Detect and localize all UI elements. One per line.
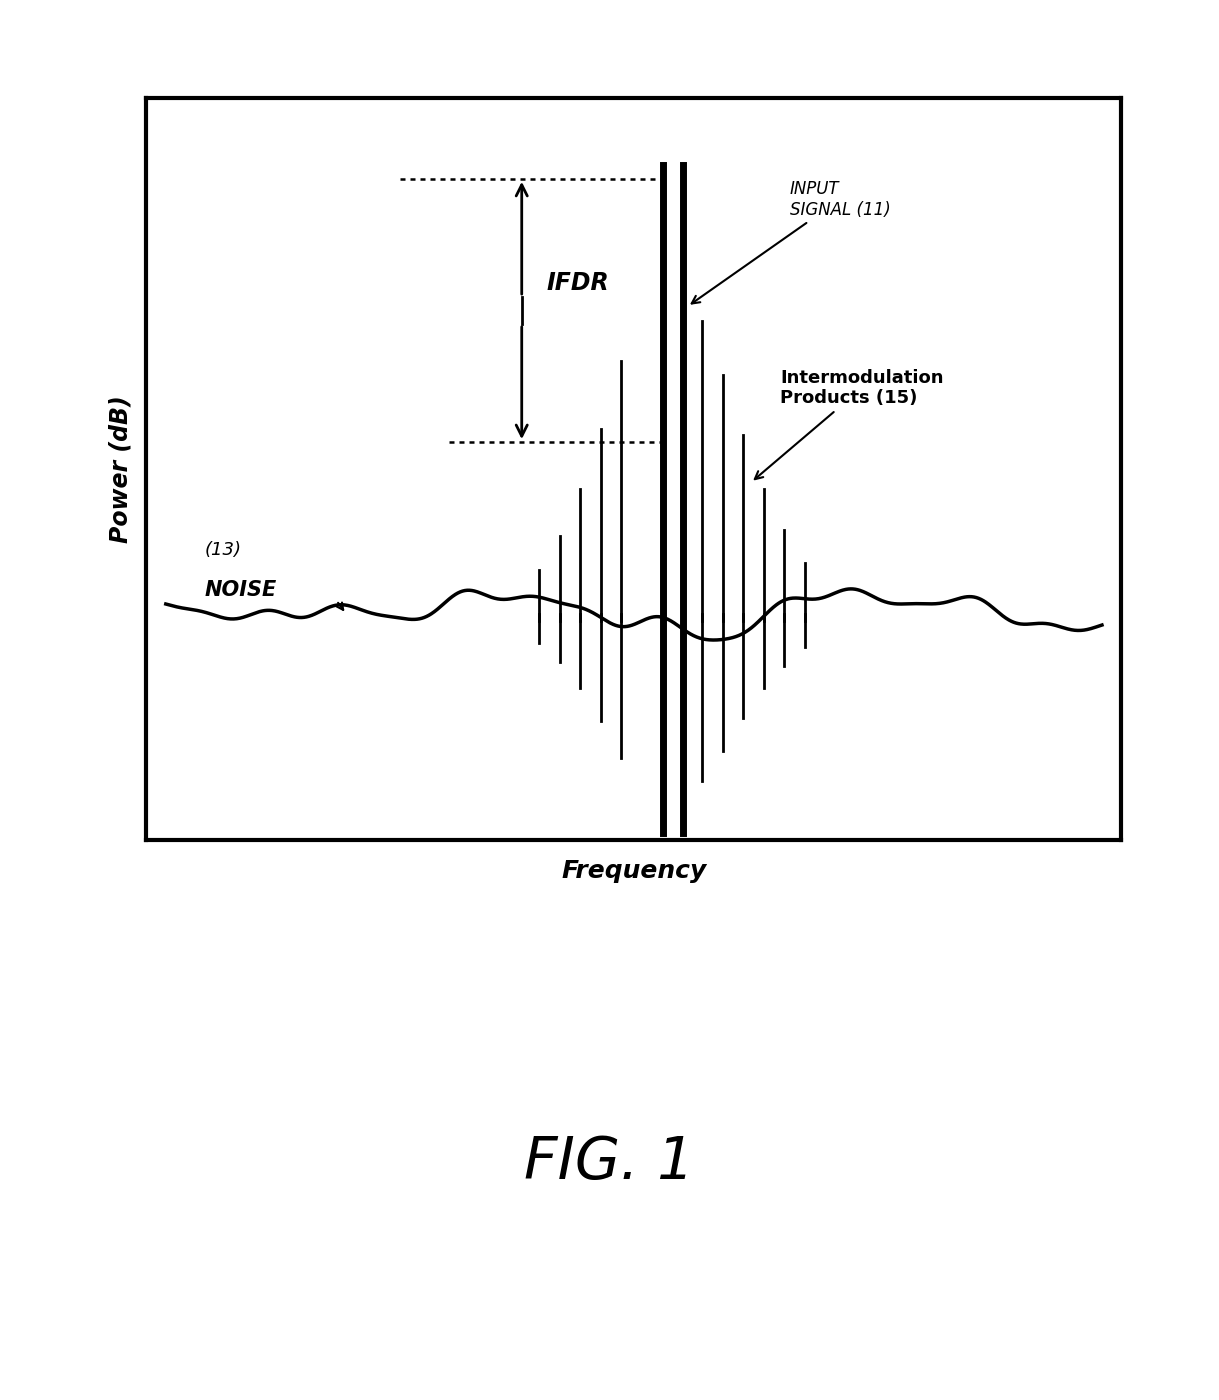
- Text: INPUT
SIGNAL (11): INPUT SIGNAL (11): [691, 179, 891, 304]
- Text: Intermodulation
Products (15): Intermodulation Products (15): [755, 368, 944, 479]
- Text: (13): (13): [205, 540, 241, 559]
- Text: IFDR: IFDR: [546, 272, 608, 295]
- Text: NOISE: NOISE: [205, 581, 277, 601]
- Y-axis label: Power (dB): Power (dB): [108, 395, 133, 543]
- X-axis label: Frequency: Frequency: [561, 860, 707, 883]
- Text: FIG. 1: FIG. 1: [524, 1134, 695, 1190]
